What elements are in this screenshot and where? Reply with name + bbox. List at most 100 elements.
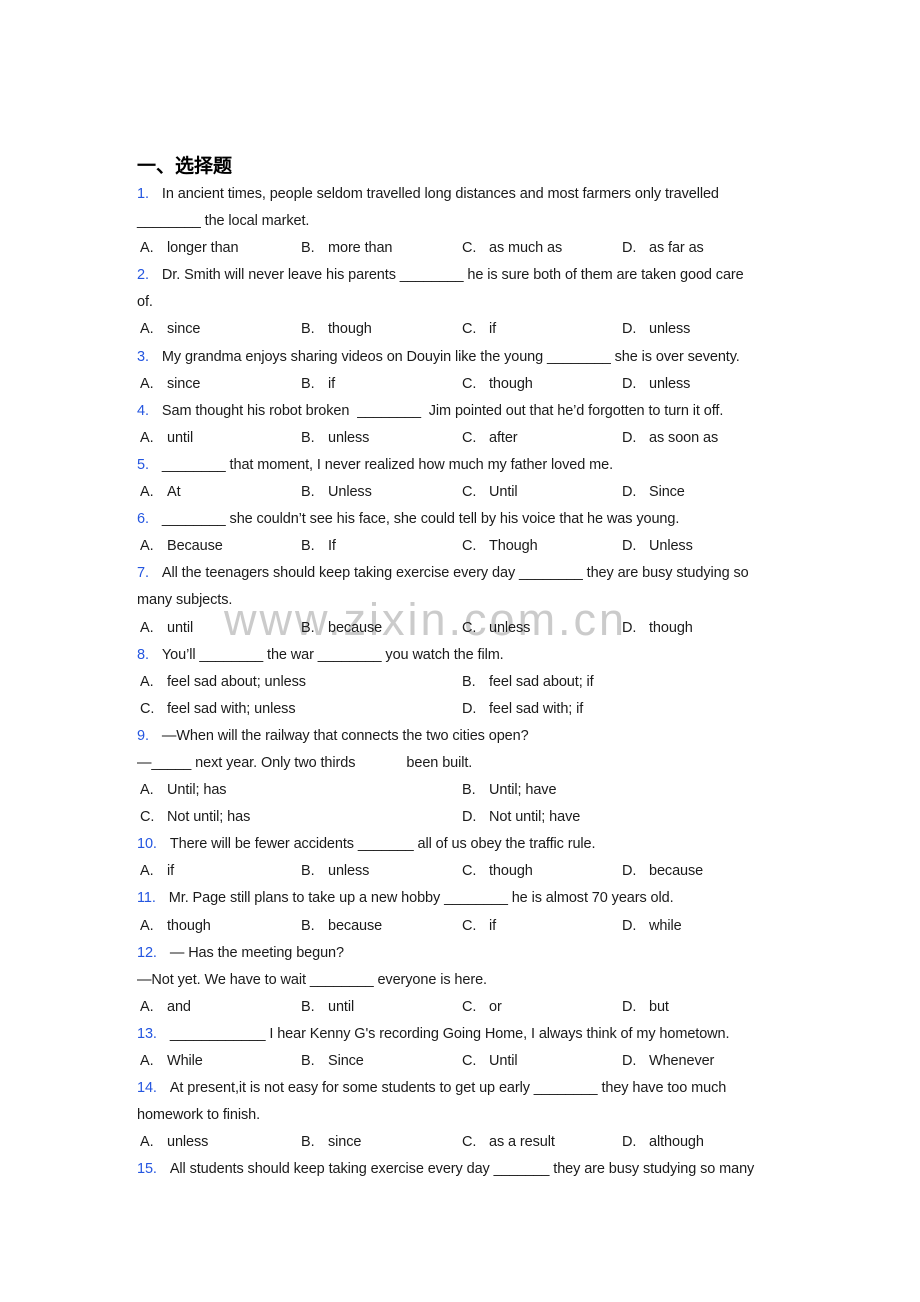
option-C: C. if — [462, 316, 496, 343]
option-label: B. — [301, 375, 315, 392]
question-12: 12. — Has the meeting begun? —Not yet. We … — [137, 940, 817, 1021]
option-A: A. At — [140, 479, 181, 506]
question-number: 4. — [137, 402, 149, 419]
options-row: A. though B. because C. if D. while — [137, 913, 817, 940]
question-text: —Not yet. We have to wait ________ every… — [137, 971, 487, 988]
option-label: C. — [462, 1134, 477, 1151]
watermark-text: www.zixin.com.cn — [224, 594, 628, 645]
option-A: A. feel sad about; unless — [140, 669, 306, 696]
option-label: D. — [622, 1053, 637, 1069]
option-label: A. — [140, 240, 154, 257]
option-text: as a result — [489, 1134, 555, 1151]
option-text: if — [489, 917, 497, 934]
option-text: until — [167, 429, 194, 446]
option-label: A. — [140, 782, 154, 799]
option-label: B. — [301, 998, 315, 1015]
option-B: B. feel sad about; if — [462, 669, 594, 696]
option-text: feel sad about; unless — [167, 673, 306, 690]
question-text: —When will the railway that connects the… — [161, 727, 529, 744]
question-text-line: 14. At present,it is not easy for some st… — [137, 1075, 817, 1102]
question-text-line: 15. All students should keep taking exerc… — [137, 1156, 817, 1183]
options-row: A. unless B. since C. as a result D. although — [137, 1129, 817, 1156]
option-label: D. — [622, 484, 637, 501]
option-text: if — [167, 863, 175, 880]
option-label: B. — [462, 673, 476, 690]
option-D: D. because — [622, 858, 703, 885]
option-C: C. Not until; has — [140, 804, 250, 831]
question-text: of. — [137, 294, 153, 311]
option-B: B. if — [301, 371, 335, 398]
option-A: A. since — [140, 371, 200, 398]
option-C: C. if — [462, 913, 496, 940]
options-row: A. since B. if C. though D. unless — [137, 371, 817, 398]
option-label: B. — [301, 619, 315, 636]
option-A: A. Because — [140, 533, 223, 560]
option-B: B. If — [301, 533, 336, 560]
question-number: 9. — [137, 727, 149, 744]
option-D: D. unless — [622, 316, 690, 343]
question-continuation-line: —Not yet. We have to wait ________ every… — [137, 967, 817, 994]
question-continuation-line: many subjects. — [137, 587, 817, 614]
options-row: A. While B. Since C. Until D. Whenever — [137, 1048, 817, 1075]
option-text: unless — [489, 619, 531, 636]
question-number: 15. — [137, 1161, 157, 1178]
option-B: B. Unless — [301, 479, 372, 506]
question-number: 1. — [137, 186, 149, 202]
question-2: 2. Dr. Smith will never leave his parents… — [137, 262, 817, 343]
option-B: B. unless — [301, 858, 369, 885]
option-text: if — [489, 321, 497, 338]
option-text: until — [328, 998, 355, 1015]
option-B: B. more than — [301, 235, 392, 262]
option-label: A. — [140, 321, 154, 338]
option-label: C. — [462, 429, 477, 446]
options-row: A. At B. Unless C. Until D. Since — [137, 479, 817, 506]
option-text: as soon as — [649, 429, 719, 446]
option-text: unless — [649, 375, 691, 392]
option-text: since — [328, 1134, 362, 1151]
question-continuation-line: ________ the local market. — [137, 208, 817, 235]
question-3: 3. My grandma enjoys sharing videos on Do… — [137, 344, 817, 398]
option-text: while — [649, 917, 682, 934]
option-text: more than — [328, 240, 393, 257]
option-text: though — [489, 375, 533, 392]
option-C: C. or — [462, 994, 502, 1021]
question-continuation-line: of. — [137, 289, 817, 316]
question-text-line: 10. There will be fewer accidents _______… — [137, 831, 817, 858]
option-text: Because — [167, 538, 223, 555]
question-number: 2. — [137, 267, 149, 284]
question-text-line: 11. Mr. Page still plans to take up a new… — [137, 885, 817, 912]
question-text-line: 9. —When will the railway that connects t… — [137, 723, 817, 750]
question-text: In ancient times, people seldom travelle… — [161, 186, 719, 202]
option-C: C. Until — [462, 1048, 518, 1075]
question-text: homework to finish. — [137, 1107, 261, 1124]
options-row: A. Until; has B. Until; have — [137, 777, 817, 804]
option-label: A. — [140, 484, 154, 501]
option-label: C. — [462, 375, 477, 392]
option-text: though — [167, 917, 211, 934]
option-label: C. — [462, 917, 477, 934]
question-13: 13. ____________ I hear Kenny G's recordi… — [137, 1021, 817, 1075]
question-text: All the teenagers should keep taking exe… — [161, 565, 749, 582]
option-text: although — [649, 1134, 704, 1151]
section-title: 一、选择题 — [137, 156, 233, 177]
option-label: D. — [622, 429, 637, 446]
option-B: B. until — [301, 994, 354, 1021]
option-text: because — [649, 863, 704, 880]
option-D: D. Whenever — [622, 1048, 714, 1075]
question-8: 8. You’ll ________ the war ________ you w… — [137, 642, 817, 723]
question-11: 11. Mr. Page still plans to take up a new… — [137, 885, 817, 939]
option-A: A. though — [140, 913, 211, 940]
option-label: B. — [301, 917, 315, 934]
options-row: A. Because B. If C. Though D. Unless — [137, 533, 817, 560]
option-text: until — [167, 619, 194, 636]
question-text-line: 3. My grandma enjoys sharing videos on Do… — [137, 344, 817, 371]
option-label: A. — [140, 429, 154, 446]
option-B: B. because — [301, 913, 382, 940]
question-text: ________ that moment, I never realized h… — [161, 456, 614, 473]
question-text: Dr. Smith will never leave his parents _… — [161, 267, 744, 284]
option-A: A. until — [140, 425, 193, 452]
option-text: since — [167, 375, 201, 392]
option-label: C. — [462, 321, 477, 338]
option-label: C. — [462, 538, 477, 555]
options-row: A. if B. unless C. though D. because — [137, 858, 817, 885]
